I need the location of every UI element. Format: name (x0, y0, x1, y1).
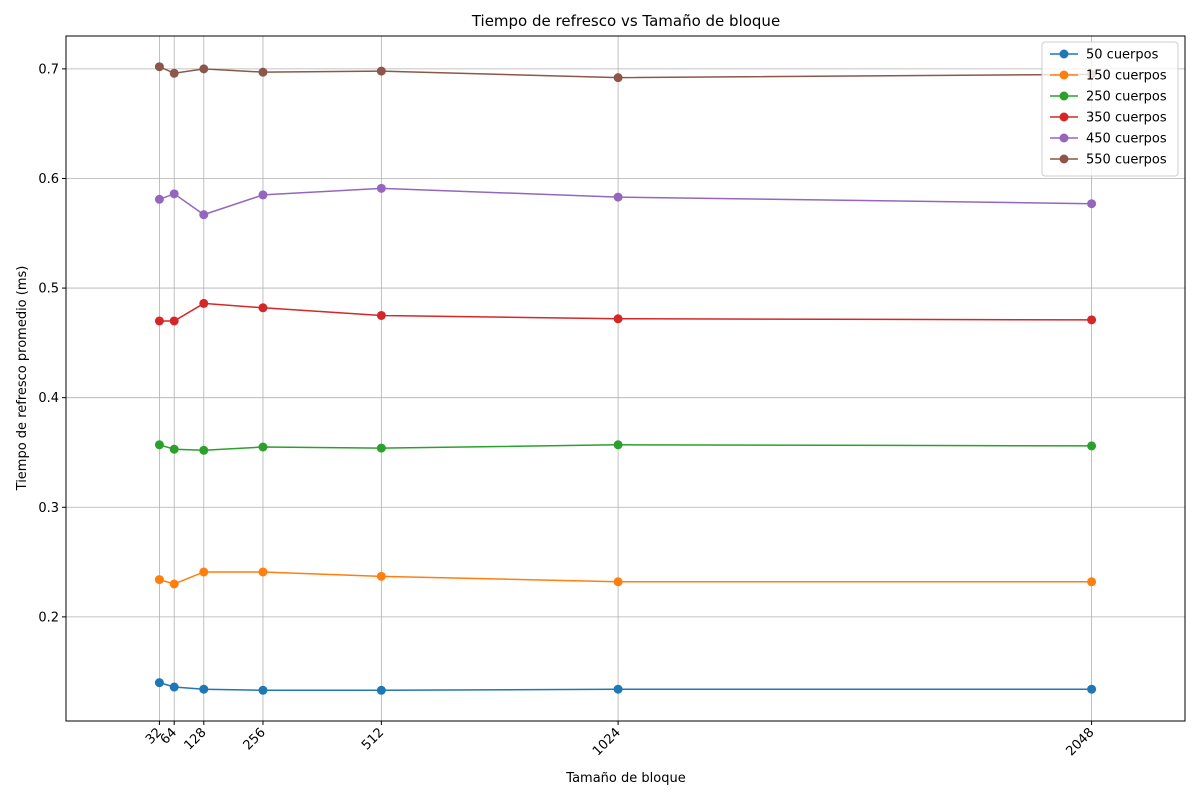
data-point (376, 571, 386, 581)
data-point (169, 682, 179, 692)
data-point (258, 685, 268, 695)
data-point (169, 316, 179, 326)
data-point (376, 443, 386, 453)
legend-swatch-marker (1059, 70, 1069, 80)
x-tick-label: 256 (241, 725, 269, 753)
plot-area-frame (65, 35, 1186, 722)
data-point (613, 73, 623, 83)
y-tick-label: 0.5 (38, 282, 59, 297)
data-point (199, 445, 209, 455)
data-point (613, 192, 623, 202)
series-line (159, 302, 1092, 322)
legend-swatch-marker (1059, 133, 1069, 143)
data-point (154, 62, 164, 72)
legend-label: 350 cuerpos (1086, 111, 1167, 126)
data-point (199, 210, 209, 220)
data-point (258, 190, 268, 200)
legend-swatch-marker (1059, 49, 1069, 59)
x-tick-label: 512 (359, 725, 387, 753)
series-group (154, 567, 1097, 589)
y-tick-label: 0.6 (38, 172, 59, 187)
x-axis-label: Tamaño de bloque (565, 771, 685, 786)
y-axis-label: Tiempo de refresco promedio (ms) (15, 266, 30, 492)
legend-label: 250 cuerpos (1086, 90, 1167, 105)
legend-swatch-marker (1059, 112, 1069, 122)
legend-label: 50 cuerpos (1086, 48, 1159, 63)
y-tick-label: 0.2 (38, 610, 59, 625)
data-point (199, 64, 209, 74)
data-point (376, 685, 386, 695)
data-point (169, 68, 179, 78)
data-point (1087, 199, 1097, 209)
x-tick-label: 64 (158, 725, 180, 747)
series-line (159, 187, 1092, 216)
data-point (376, 183, 386, 193)
legend-label: 450 cuerpos (1086, 132, 1167, 147)
data-point (376, 310, 386, 320)
x-tick-label: 2048 (1063, 725, 1097, 759)
data-point (199, 567, 209, 577)
legend-label: 150 cuerpos (1086, 69, 1167, 84)
data-point (613, 684, 623, 694)
y-tick-label: 0.7 (38, 62, 59, 77)
x-tick-label: 128 (181, 725, 209, 753)
data-point (199, 298, 209, 308)
data-point (258, 303, 268, 313)
series-layer (154, 62, 1097, 695)
data-point (154, 316, 164, 326)
data-point (258, 567, 268, 577)
y-axis-ticks: 0.2 0.3 0.4 0.5 0.6 0.7 (38, 62, 66, 625)
series-line (159, 571, 1092, 585)
data-point (613, 440, 623, 450)
data-point (154, 575, 164, 585)
y-tick-label: 0.4 (38, 391, 59, 406)
series-group (154, 678, 1097, 695)
data-point (199, 684, 209, 694)
data-point (376, 66, 386, 76)
data-point (154, 194, 164, 204)
series-group (154, 298, 1097, 326)
data-point (258, 442, 268, 452)
data-point (154, 440, 164, 450)
y-tick-label: 0.3 (38, 501, 59, 516)
chart-title: Tiempo de refresco vs Tamaño de bloque (471, 12, 780, 30)
data-point (1087, 577, 1097, 587)
data-point (169, 189, 179, 199)
data-point (169, 579, 179, 589)
legend: 50 cuerpos 150 cuerpos 250 cuerpos 350 cuer… (1041, 41, 1179, 177)
data-point (1087, 315, 1097, 325)
series-line (159, 444, 1092, 452)
grid-layer (66, 36, 1185, 721)
series-group (154, 183, 1097, 220)
series-group (154, 62, 1097, 83)
data-point (169, 444, 179, 454)
series-line (159, 681, 1092, 692)
x-tick-label: 1024 (590, 725, 624, 759)
data-point (1087, 441, 1097, 451)
legend-swatch-marker (1059, 154, 1069, 164)
series-line (159, 66, 1092, 79)
data-point (258, 67, 268, 77)
data-point (1087, 684, 1097, 694)
data-point (154, 678, 164, 688)
data-point (613, 577, 623, 587)
data-point (613, 314, 623, 324)
legend-label: 550 cuerpos (1086, 153, 1167, 168)
series-group (154, 440, 1097, 455)
legend-swatch-marker (1059, 91, 1069, 101)
